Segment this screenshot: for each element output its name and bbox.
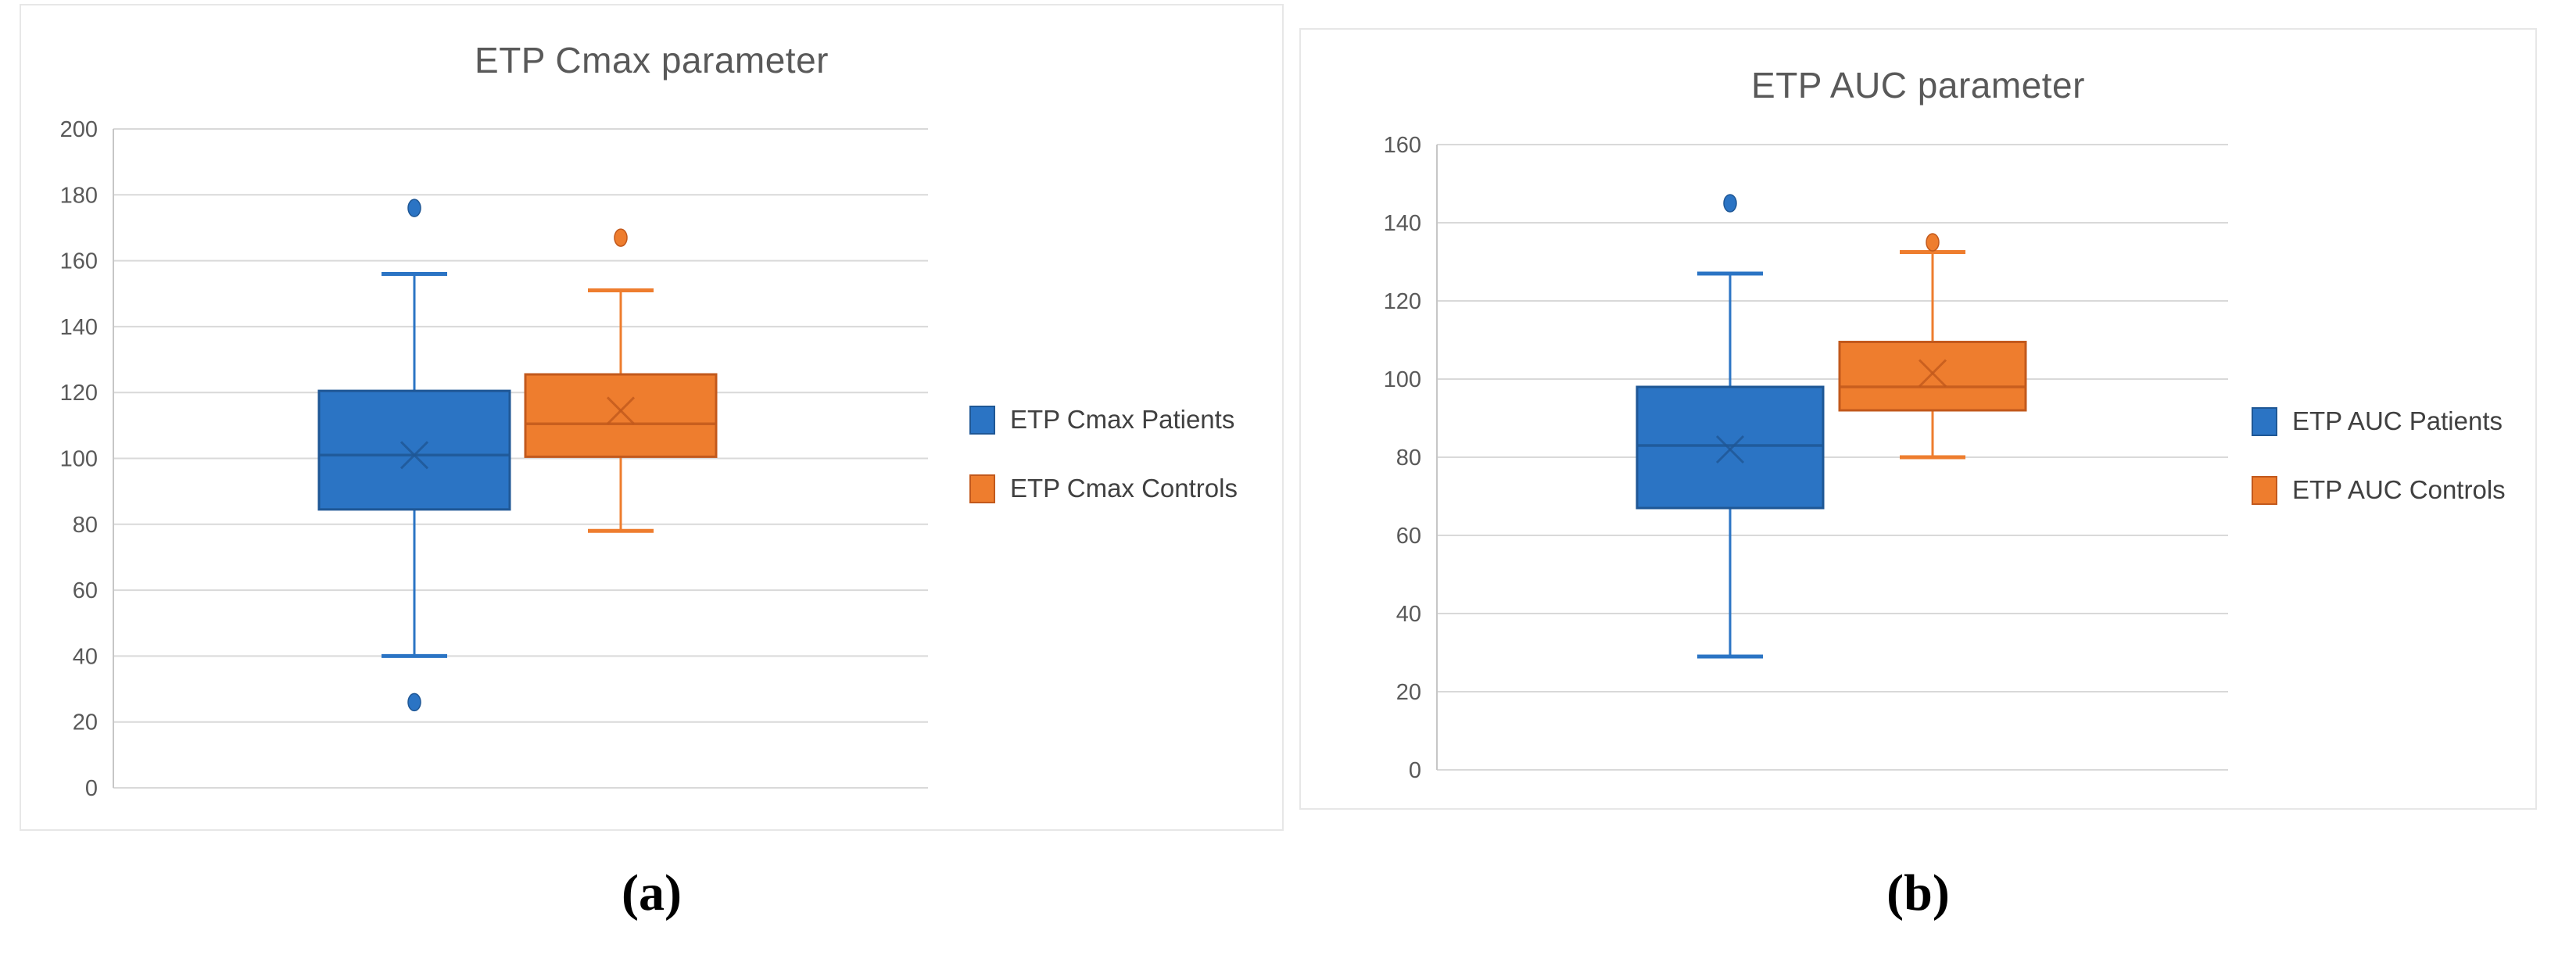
- y-tick-label: 0: [85, 776, 98, 801]
- y-tick-label: 100: [60, 447, 98, 472]
- y-tick-label: 140: [1384, 211, 1421, 236]
- y-tick-label: 120: [1384, 289, 1421, 314]
- iqr-box: [524, 373, 718, 458]
- y-tick-label: 160: [60, 249, 98, 274]
- chart-panel-b: [1299, 28, 2537, 810]
- legend-label-patients: ETP AUC Patients: [2292, 406, 2503, 435]
- legend-a: ETP Cmax Patients ETP Cmax Controls: [969, 405, 1238, 542]
- y-tick-label: 200: [60, 117, 98, 142]
- y-tick-label: 20: [1396, 680, 1421, 705]
- iqr-box: [317, 389, 511, 511]
- y-tick-label: 120: [60, 381, 98, 406]
- legend-swatch-controls-icon: [2252, 475, 2277, 505]
- legend-item-patients: ETP AUC Patients: [2252, 406, 2506, 436]
- legend-swatch-patients-icon: [2252, 406, 2277, 436]
- y-tick-label: 0: [1409, 758, 1421, 783]
- mean-marker: [1918, 359, 1947, 388]
- legend-label-controls: ETP Cmax Controls: [1010, 474, 1238, 503]
- y-tick-label: 180: [60, 183, 98, 208]
- y-tick-label: 60: [1396, 524, 1421, 549]
- y-tick-label: 80: [1396, 446, 1421, 471]
- subfigure-caption-a: (a): [622, 864, 682, 921]
- chart-b: 0 20 40 60 80 100 120 140 160: [1384, 133, 2228, 783]
- outlier-dot: [1723, 194, 1737, 213]
- series-patients: [1636, 194, 1825, 659]
- legend-swatch-controls-icon: [969, 474, 995, 503]
- mean-marker: [606, 396, 636, 425]
- legend-label-controls: ETP AUC Controls: [2292, 475, 2506, 504]
- iqr-box: [1838, 341, 2027, 412]
- outlier-dot: [407, 199, 421, 217]
- outlier-dot: [407, 692, 421, 712]
- y-tick-label: 160: [1384, 133, 1421, 158]
- mean-marker: [1715, 435, 1745, 464]
- subfigure-caption-b: (b): [1886, 864, 1950, 921]
- legend-label-patients: ETP Cmax Patients: [1010, 405, 1235, 434]
- legend-item-controls: ETP AUC Controls: [2252, 475, 2506, 505]
- series-patients: [317, 199, 511, 712]
- y-tick-label: 40: [1396, 602, 1421, 627]
- iqr-box: [1636, 385, 1825, 510]
- y-tick-label: 100: [1384, 367, 1421, 392]
- y-tick-label: 80: [73, 513, 98, 538]
- y-tick-label: 140: [60, 315, 98, 340]
- legend-swatch-patients-icon: [969, 405, 995, 435]
- legend-item-controls: ETP Cmax Controls: [969, 474, 1238, 503]
- chart-title-b: ETP AUC parameter: [1751, 65, 2085, 106]
- chart-a: 0 20 40 60 80 100 120 140 160 180 200: [60, 117, 928, 801]
- series-controls: [1838, 233, 2027, 460]
- legend-b: ETP AUC Patients ETP AUC Controls: [2252, 406, 2506, 544]
- chart-title-a: ETP Cmax parameter: [475, 40, 829, 81]
- y-tick-label: 60: [73, 578, 98, 603]
- y-tick-label: 40: [73, 644, 98, 669]
- outlier-dot: [1926, 233, 1940, 252]
- series-controls: [524, 228, 718, 533]
- legend-item-patients: ETP Cmax Patients: [969, 405, 1238, 435]
- y-tick-label: 20: [73, 710, 98, 735]
- outlier-dot: [614, 228, 628, 247]
- mean-marker: [399, 441, 429, 470]
